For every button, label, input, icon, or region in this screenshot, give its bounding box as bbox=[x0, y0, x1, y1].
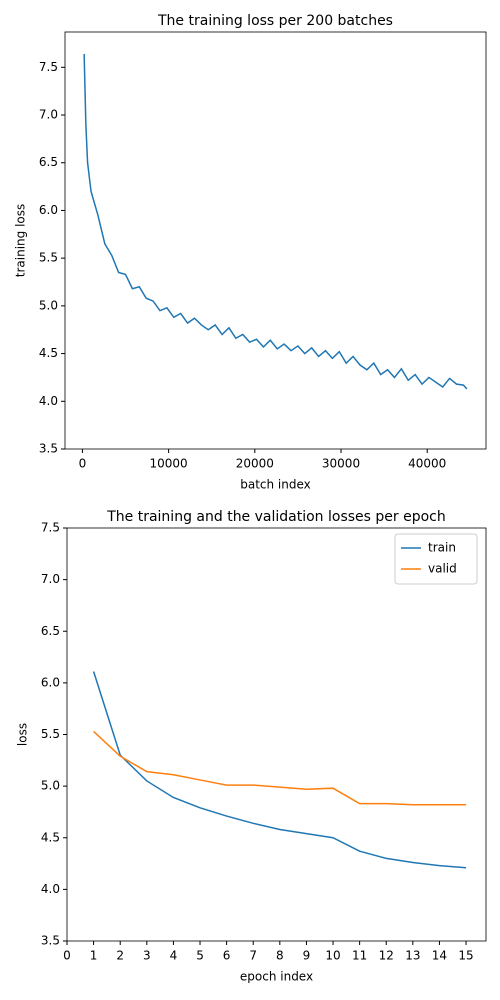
line-series bbox=[93, 730, 467, 806]
y-tick-label: 7.0 bbox=[41, 572, 60, 586]
x-tick-label: 8 bbox=[276, 949, 284, 963]
y-axis-label: training loss bbox=[14, 204, 28, 277]
y-tick-label: 6.0 bbox=[41, 675, 60, 689]
x-tick-label: 9 bbox=[303, 949, 311, 963]
line-series bbox=[92, 671, 467, 869]
legend-box bbox=[394, 533, 478, 585]
x-tick-label: 2 bbox=[116, 949, 124, 963]
y-tick-label: 6.5 bbox=[41, 624, 60, 638]
y-tick-label: 5.5 bbox=[41, 727, 60, 741]
legend-label: valid bbox=[428, 562, 457, 576]
y-tick-label: 6.5 bbox=[39, 155, 58, 169]
y-axis-label: loss bbox=[16, 723, 30, 746]
y-tick-label: 5.0 bbox=[41, 779, 60, 793]
y-tick-label: 7.0 bbox=[39, 108, 58, 122]
x-tick-label: 0 bbox=[79, 457, 87, 471]
legend-label: train bbox=[428, 541, 456, 555]
x-tick-label: 10 bbox=[325, 949, 340, 963]
y-tick-label: 3.5 bbox=[41, 934, 60, 948]
y-tick-label: 7.5 bbox=[39, 60, 58, 74]
axes-frame bbox=[64, 31, 487, 450]
x-axis-label: epoch index bbox=[240, 970, 313, 984]
x-tick-label: 12 bbox=[379, 949, 394, 963]
x-tick-label: 30000 bbox=[322, 457, 360, 471]
y-tick-label: 4.0 bbox=[39, 394, 58, 408]
x-tick-label: 3 bbox=[143, 949, 151, 963]
x-tick-label: 40000 bbox=[408, 457, 446, 471]
x-tick-label: 6 bbox=[223, 949, 231, 963]
y-tick-label: 4.0 bbox=[41, 882, 60, 896]
x-axis-label: batch index bbox=[240, 478, 311, 492]
axes-frame bbox=[66, 527, 487, 942]
y-tick-label: 7.5 bbox=[41, 521, 60, 535]
x-tick-label: 11 bbox=[352, 949, 367, 963]
x-tick-label: 7 bbox=[249, 949, 257, 963]
x-tick-label: 13 bbox=[405, 949, 420, 963]
y-tick-label: 3.5 bbox=[39, 442, 58, 456]
chart-title: The training and the validation losses p… bbox=[106, 509, 446, 525]
x-tick-label: 10000 bbox=[150, 457, 188, 471]
x-tick-label: 0 bbox=[63, 949, 71, 963]
x-tick-label: 5 bbox=[196, 949, 204, 963]
x-tick-label: 4 bbox=[170, 949, 178, 963]
x-tick-label: 20000 bbox=[236, 457, 274, 471]
y-tick-label: 4.5 bbox=[41, 830, 60, 844]
y-tick-label: 5.0 bbox=[39, 298, 58, 312]
chart-title: The training loss per 200 batches bbox=[157, 13, 393, 29]
y-tick-label: 5.5 bbox=[39, 251, 58, 265]
y-tick-label: 6.0 bbox=[39, 203, 58, 217]
x-tick-label: 15 bbox=[458, 949, 473, 963]
x-tick-label: 14 bbox=[432, 949, 447, 963]
x-tick-label: 1 bbox=[90, 949, 98, 963]
line-series bbox=[83, 53, 468, 390]
y-tick-label: 4.5 bbox=[39, 346, 58, 360]
